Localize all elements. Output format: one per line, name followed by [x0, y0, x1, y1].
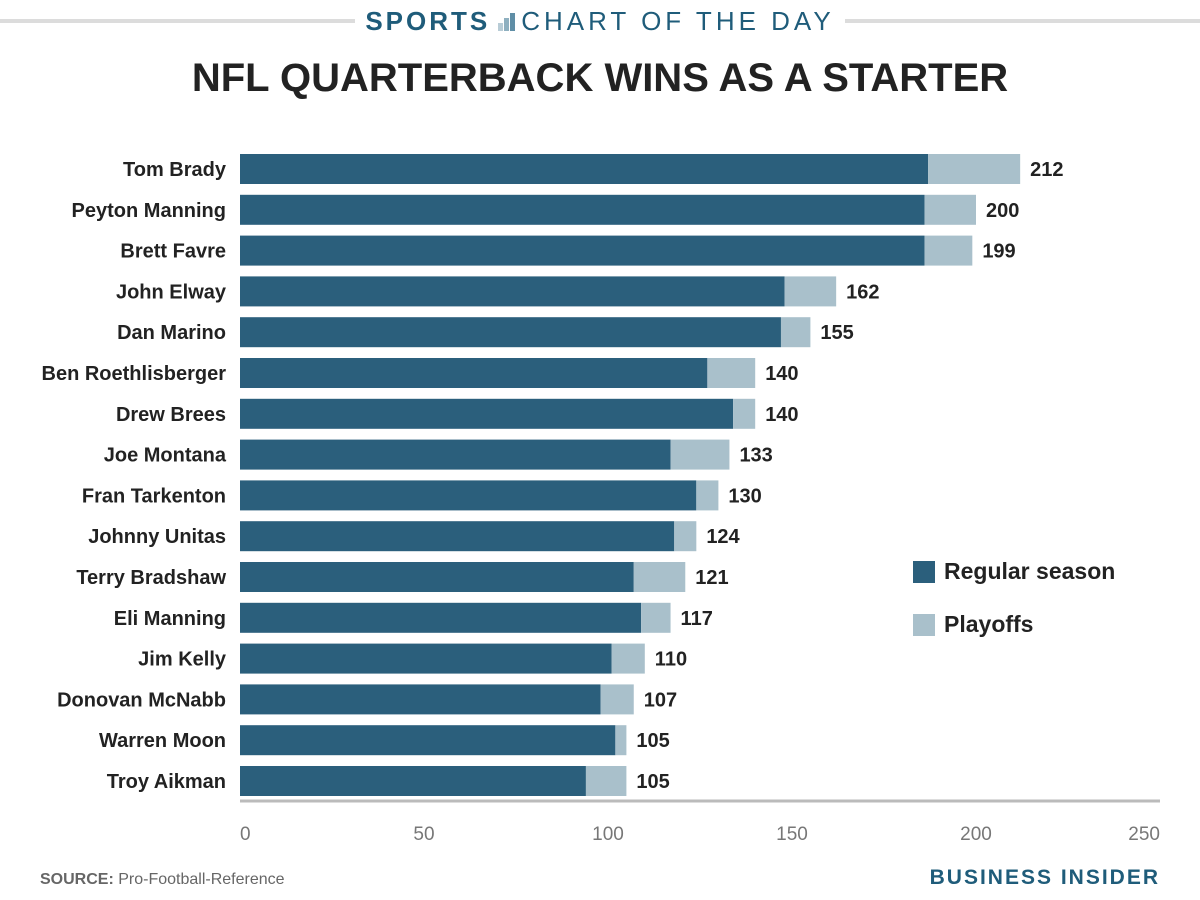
header-rule-right — [844, 19, 1200, 23]
bar-regular-season — [240, 358, 708, 388]
legend-label-playoffs: Playoffs — [944, 611, 1034, 637]
bar-regular-season — [240, 480, 697, 511]
bar-regular-season — [240, 235, 925, 266]
bar-playoffs — [733, 398, 756, 429]
category-label: Fran Tarkenton — [82, 485, 226, 507]
bar-playoffs — [611, 643, 645, 674]
chart-title: NFL QUARTERBACK WINS AS A STARTER — [191, 56, 1009, 100]
bar-playoffs — [670, 439, 730, 470]
total-label: 121 — [695, 567, 728, 589]
header-rule-left — [0, 19, 356, 23]
category-label: Troy Aikman — [107, 771, 226, 793]
legend-item-playoffs: Playoffs — [913, 611, 1115, 638]
category-label: Drew Brees — [116, 404, 226, 426]
sports-label: SPORTS — [365, 5, 491, 36]
category-label: Joe Montana — [104, 445, 227, 467]
brand-logo: BUSINESS INSIDER — [929, 866, 1160, 889]
bar-playoffs — [928, 154, 1021, 184]
bar-playoffs — [585, 766, 627, 796]
chart-of-the-day-label: CHART OF THE DAY — [521, 5, 835, 36]
category-label: Donovan McNabb — [57, 689, 226, 711]
bar-regular-season — [240, 398, 734, 429]
total-label: 140 — [765, 404, 798, 426]
legend: Regular season Playoffs — [913, 558, 1115, 664]
source-note: SOURCE: Pro-Football-Reference — [40, 871, 285, 889]
category-label: Tom Brady — [123, 159, 227, 181]
bar-regular-season — [240, 521, 675, 552]
bar-regular-season — [240, 317, 781, 348]
total-label: 110 — [655, 649, 687, 671]
category-label: John Elway — [116, 281, 227, 303]
bar-regular-season — [240, 643, 612, 674]
chart-header: SPORTS CHART OF THE DAY — [0, 4, 1200, 38]
x-tick-label: 250 — [1128, 824, 1160, 845]
category-label: Terry Bradshaw — [76, 567, 226, 589]
bar-chart-icon — [498, 11, 516, 31]
source-label: SOURCE: — [40, 871, 114, 888]
total-label: 200 — [986, 200, 1019, 222]
x-tick-label: 0 — [240, 824, 251, 845]
bar-regular-season — [240, 766, 586, 796]
total-label: 117 — [681, 608, 713, 630]
bar-playoffs — [674, 521, 697, 552]
x-tick-label: 100 — [592, 824, 624, 845]
bar-playoffs — [641, 602, 671, 633]
total-label: 133 — [739, 445, 772, 467]
source-value: Pro-Football-Reference — [118, 871, 285, 888]
total-label: 162 — [846, 281, 879, 303]
legend-swatch-playoffs — [913, 613, 935, 636]
bar-playoffs — [924, 194, 976, 225]
bar-regular-season — [240, 562, 634, 592]
category-label: Dan Marino — [117, 322, 226, 344]
category-label: Jim Kelly — [138, 649, 227, 671]
total-label: 105 — [636, 771, 669, 793]
category-label: Johnny Unitas — [88, 526, 226, 548]
total-label: 212 — [1030, 159, 1063, 181]
bar-playoffs — [780, 317, 811, 348]
bar-playoffs — [615, 725, 627, 756]
total-label: 107 — [644, 689, 677, 711]
category-label: Eli Manning — [114, 608, 226, 630]
bar-playoffs — [784, 276, 837, 307]
total-label: 140 — [765, 363, 798, 385]
x-tick-label: 200 — [960, 824, 992, 845]
bar-regular-season — [240, 276, 785, 307]
legend-item-regular: Regular season — [913, 558, 1115, 585]
total-label: 124 — [706, 526, 740, 548]
bar-regular-season — [240, 602, 642, 633]
total-label: 155 — [820, 322, 853, 344]
bar-regular-season — [240, 684, 601, 715]
bar-playoffs — [600, 684, 634, 715]
bar-regular-season — [240, 439, 671, 470]
bar-playoffs — [707, 358, 756, 388]
x-tick-label: 50 — [413, 824, 434, 845]
category-label: Peyton Manning — [72, 200, 226, 222]
bar-playoffs — [696, 480, 719, 511]
category-label: Brett Favre — [120, 241, 226, 263]
bar-regular-season — [240, 154, 929, 184]
category-label: Ben Roethlisberger — [42, 363, 227, 385]
x-tick-label: 150 — [776, 824, 808, 845]
category-label: Warren Moon — [99, 730, 226, 752]
total-label: 130 — [728, 485, 761, 507]
bar-playoffs — [633, 562, 686, 592]
total-label: 105 — [636, 730, 669, 752]
bar-playoffs — [924, 235, 973, 266]
total-label: 199 — [982, 241, 1015, 263]
legend-swatch-regular — [913, 560, 935, 583]
bar-regular-season — [240, 194, 925, 225]
legend-label-regular: Regular season — [944, 558, 1116, 584]
bar-regular-season — [240, 725, 616, 756]
